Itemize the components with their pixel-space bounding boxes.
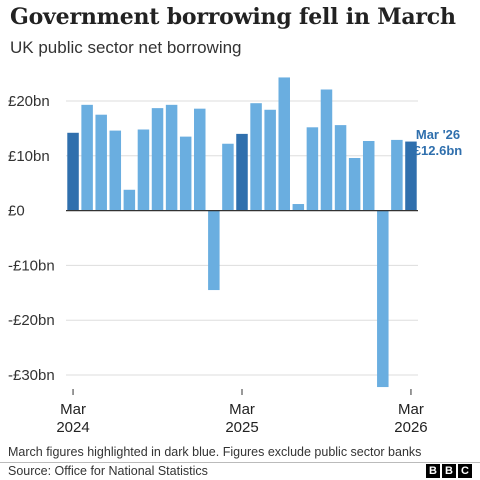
y-tick-label: £0 [8,203,25,220]
x-tick-label-year: 2026 [394,419,427,436]
bar [123,189,136,211]
x-tick-label-year: 2024 [56,419,89,436]
footnote: March figures highlighted in dark blue. … [8,445,422,459]
source-text: Source: Office for National Statistics [8,464,208,478]
y-tick-label: -£20bn [8,312,55,329]
y-tick-label: -£30bn [8,367,55,384]
annotation-date: Mar '26 [416,127,460,142]
bbc-logo-letter: C [458,464,472,478]
bar [208,210,220,291]
bar-chart: £20bn£10bn£0-£10bn-£20bn-£30bnMar2024Mar… [8,77,462,436]
y-tick-label: -£10bn [8,257,55,274]
bars [67,77,417,388]
bar [320,89,333,211]
bar [109,130,122,211]
annotation-value: £12.6bn [414,143,462,158]
bbc-logo: B B C [426,464,472,478]
bar [137,129,150,211]
x-tick-label-month: Mar [60,401,86,418]
bar [236,133,248,211]
bar [362,141,375,211]
bar [264,109,276,211]
x-tick-label-year: 2025 [225,419,258,436]
bar [391,139,403,211]
bar [292,204,305,211]
x-tick-label-month: Mar [398,401,424,418]
bar [179,136,192,211]
bar [194,108,206,211]
footer-divider [0,462,480,463]
bar [334,125,347,211]
y-tick-label: £20bn [8,93,50,110]
axes [66,210,418,395]
bar [250,103,262,211]
bar [151,108,164,211]
bbc-logo-letter: B [426,464,440,478]
bar [405,141,417,211]
bar [348,157,361,211]
chart-title: Government borrowing fell in March [10,4,456,30]
bar [67,132,79,211]
bar [81,104,93,211]
bar [222,143,234,211]
bar [95,114,107,211]
bar [278,77,290,211]
x-tick-label-month: Mar [229,401,255,418]
bbc-logo-letter: B [442,464,456,478]
y-tick-label: £10bn [8,148,50,165]
chart-subtitle: UK public sector net borrowing [10,38,242,57]
bar [165,104,178,211]
bar [306,127,319,211]
labels: £20bn£10bn£0-£10bn-£20bn-£30bnMar2024Mar… [8,93,462,436]
bar [377,210,389,388]
